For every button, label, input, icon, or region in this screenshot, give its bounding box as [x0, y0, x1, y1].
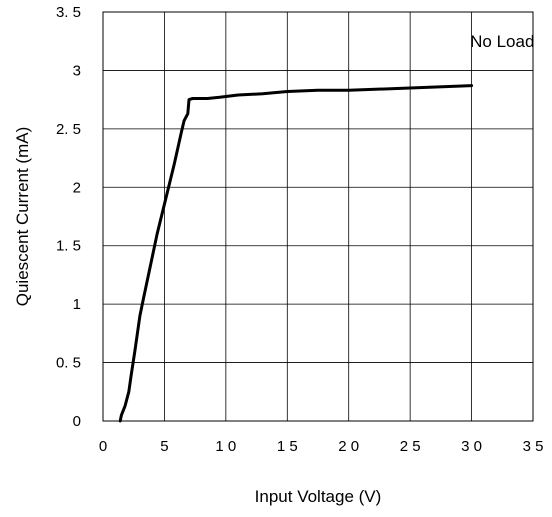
y-tick-label: 0	[73, 413, 81, 430]
series-line	[118, 84, 474, 423]
x-tick-label: 2 0	[338, 438, 359, 455]
plot-area-frame	[102, 11, 534, 422]
y-tick-label: 2	[73, 179, 81, 196]
y-tick-label: 3	[73, 62, 81, 79]
x-tick-label: 0	[99, 438, 107, 455]
x-tick-label: 2 5	[400, 438, 421, 455]
tick-labels: 0 5 1 0 1 5 2 0 2 5 3 0 3 5 0 0. 5 1 1. 5 2 2. 5 3 3. 5	[56, 4, 543, 455]
grid-lines	[103, 12, 533, 421]
y-tick-label: 0. 5	[56, 355, 81, 372]
y-tick-label: 1. 5	[56, 238, 81, 255]
y-tick-label: 2. 5	[56, 121, 81, 138]
y-axis-label: Quiescent Current (mA)	[13, 127, 32, 307]
x-tick-label: 5	[160, 438, 168, 455]
x-tick-label: 3 5	[523, 438, 544, 455]
y-tick-label: 1	[73, 296, 81, 313]
x-tick-label: 1 0	[215, 438, 236, 455]
y-tick-label: 3. 5	[56, 4, 81, 21]
annotation-label: No Load	[470, 32, 534, 51]
x-axis-label: Input Voltage (V)	[255, 487, 382, 506]
x-tick-label: 1 5	[277, 438, 298, 455]
x-tick-label: 3 0	[461, 438, 482, 455]
series-layer	[118, 84, 474, 423]
